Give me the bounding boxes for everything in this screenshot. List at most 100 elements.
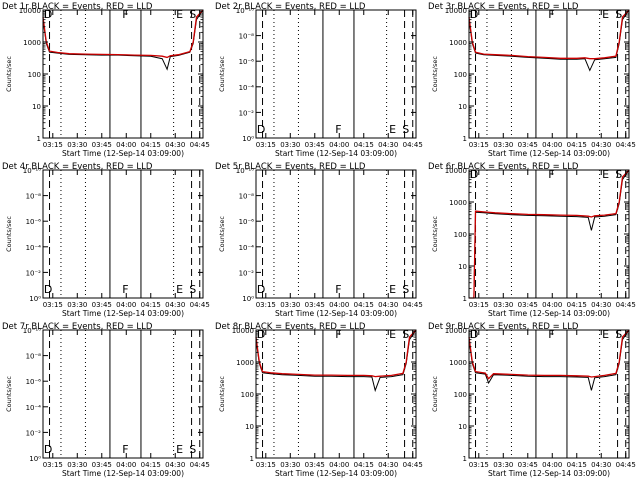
marker-E: E xyxy=(602,168,609,181)
ytick-label: 10⁰ xyxy=(242,295,254,303)
ytick-label: 1000 xyxy=(449,199,467,207)
marker-F: F xyxy=(335,123,341,136)
plot-frame xyxy=(468,329,630,459)
plot-frame xyxy=(255,169,417,299)
xtick-label: 04:45 xyxy=(616,141,636,149)
marker-E: E xyxy=(602,8,609,21)
marker-E: E xyxy=(176,8,183,21)
ytick-label: 10000 xyxy=(445,327,467,335)
x-axis-label: Start Time (12-Sep-14 03:09:00) xyxy=(62,309,184,318)
ytick-label: 10⁻² xyxy=(239,109,255,117)
marker-S: S xyxy=(189,443,196,456)
ytick-label: 10⁻⁸ xyxy=(26,353,42,361)
xtick-label: 04:15 xyxy=(354,141,374,149)
plot-frame xyxy=(42,9,204,139)
xtick-label: 03:15 xyxy=(469,461,489,469)
ytick-label: 100 xyxy=(454,71,467,79)
marker-D: D xyxy=(44,443,52,456)
xtick-label: 04:00 xyxy=(329,461,349,469)
xtick-label: 04:00 xyxy=(542,141,562,149)
xtick-label: 03:45 xyxy=(518,141,538,149)
xtick-label: 04:45 xyxy=(403,141,423,149)
panel-det-2: Det 2r BLACK = Events, RED = LLD D F E S 10⁰ 1… xyxy=(215,2,423,158)
ytick-label: 10⁻⁸ xyxy=(239,33,255,41)
xtick-label: 04:15 xyxy=(354,301,374,309)
series-lld xyxy=(468,9,630,60)
xtick-label: 04:00 xyxy=(329,301,349,309)
xtick-label: 04:00 xyxy=(329,141,349,149)
ytick-label: 10⁻² xyxy=(26,269,42,277)
panel-det-4: Det 4r BLACK = Events, RED = LLD D F E S 10⁰ 1… xyxy=(2,162,210,318)
marker-D: D xyxy=(257,328,265,341)
xtick-label: 03:30 xyxy=(493,141,513,149)
xtick-label: 04:30 xyxy=(591,461,611,469)
panel-title: Det 9r BLACK = Events, RED = LLD xyxy=(428,322,579,332)
xtick-label: 04:45 xyxy=(190,141,210,149)
xtick-label: 04:00 xyxy=(116,461,136,469)
xtick-label: 03:45 xyxy=(92,461,112,469)
marker-F: F xyxy=(122,8,128,21)
ytick-label: 10⁻⁶ xyxy=(26,378,42,386)
ytick-label: 10⁻¹⁰ xyxy=(236,167,254,175)
xtick-label: 04:45 xyxy=(190,461,210,469)
xtick-label: 03:30 xyxy=(493,301,513,309)
ytick-label: 1 xyxy=(463,455,467,463)
xtick-label: 03:45 xyxy=(92,301,112,309)
ytick-label: 100 xyxy=(454,231,467,239)
xtick-label: 03:30 xyxy=(280,461,300,469)
y-axis-label: Counts/sec xyxy=(431,216,439,252)
marker-D: D xyxy=(470,8,478,21)
xtick-label: 04:00 xyxy=(542,461,562,469)
marker-E: E xyxy=(389,123,396,136)
panel-title: Det 2r BLACK = Events, RED = LLD xyxy=(215,2,366,12)
marker-S: S xyxy=(615,328,622,341)
xtick-label: 03:30 xyxy=(67,301,87,309)
marker-D: D xyxy=(470,168,478,181)
ytick-label: 1000 xyxy=(23,39,41,47)
plot-frame xyxy=(42,329,204,459)
series-lld xyxy=(468,329,630,380)
marker-S: S xyxy=(615,8,622,21)
ytick-label: 10⁻¹⁰ xyxy=(23,327,41,335)
ytick-label: 10000 xyxy=(445,7,467,15)
marker-E: E xyxy=(602,328,609,341)
xtick-label: 03:15 xyxy=(43,301,63,309)
ytick-label: 1 xyxy=(250,455,254,463)
x-axis-label: Start Time (12-Sep-14 03:09:00) xyxy=(488,469,610,478)
marker-D: D xyxy=(44,8,52,21)
x-axis-label: Start Time (12-Sep-14 03:09:00) xyxy=(62,149,184,158)
plot-frame xyxy=(255,329,417,459)
marker-F: F xyxy=(548,168,554,181)
xtick-label: 03:45 xyxy=(518,461,538,469)
xtick-label: 04:30 xyxy=(378,301,398,309)
xtick-label: 04:30 xyxy=(591,301,611,309)
ytick-label: 10 xyxy=(458,103,467,111)
panel-det-5: Det 5r BLACK = Events, RED = LLD D F E S 10⁰ 1… xyxy=(215,162,423,318)
xtick-label: 03:15 xyxy=(469,301,489,309)
panel-title: Det 8r BLACK = Events, RED = LLD xyxy=(215,322,366,332)
ytick-label: 10⁻⁶ xyxy=(239,58,255,66)
xtick-label: 03:30 xyxy=(67,461,87,469)
panel-title: Det 3r BLACK = Events, RED = LLD xyxy=(428,2,579,12)
marker-D: D xyxy=(44,283,52,296)
xtick-label: 04:15 xyxy=(567,301,587,309)
xtick-label: 04:45 xyxy=(403,301,423,309)
x-axis-label: Start Time (12-Sep-14 03:09:00) xyxy=(275,149,397,158)
ytick-label: 10000 xyxy=(445,167,467,175)
x-axis-label: Start Time (12-Sep-14 03:09:00) xyxy=(488,149,610,158)
marker-D: D xyxy=(257,123,265,136)
marker-E: E xyxy=(176,443,183,456)
ytick-label: 10⁻⁴ xyxy=(239,84,255,92)
xtick-label: 03:45 xyxy=(305,141,325,149)
x-axis-label: Start Time (12-Sep-14 03:09:00) xyxy=(488,309,610,318)
panel-title: Det 1r BLACK = Events, RED = LLD xyxy=(2,2,153,12)
xtick-label: 04:30 xyxy=(378,141,398,149)
xtick-label: 03:45 xyxy=(518,301,538,309)
marker-F: F xyxy=(548,328,554,341)
xtick-label: 04:00 xyxy=(542,301,562,309)
plot-frame xyxy=(468,169,630,299)
